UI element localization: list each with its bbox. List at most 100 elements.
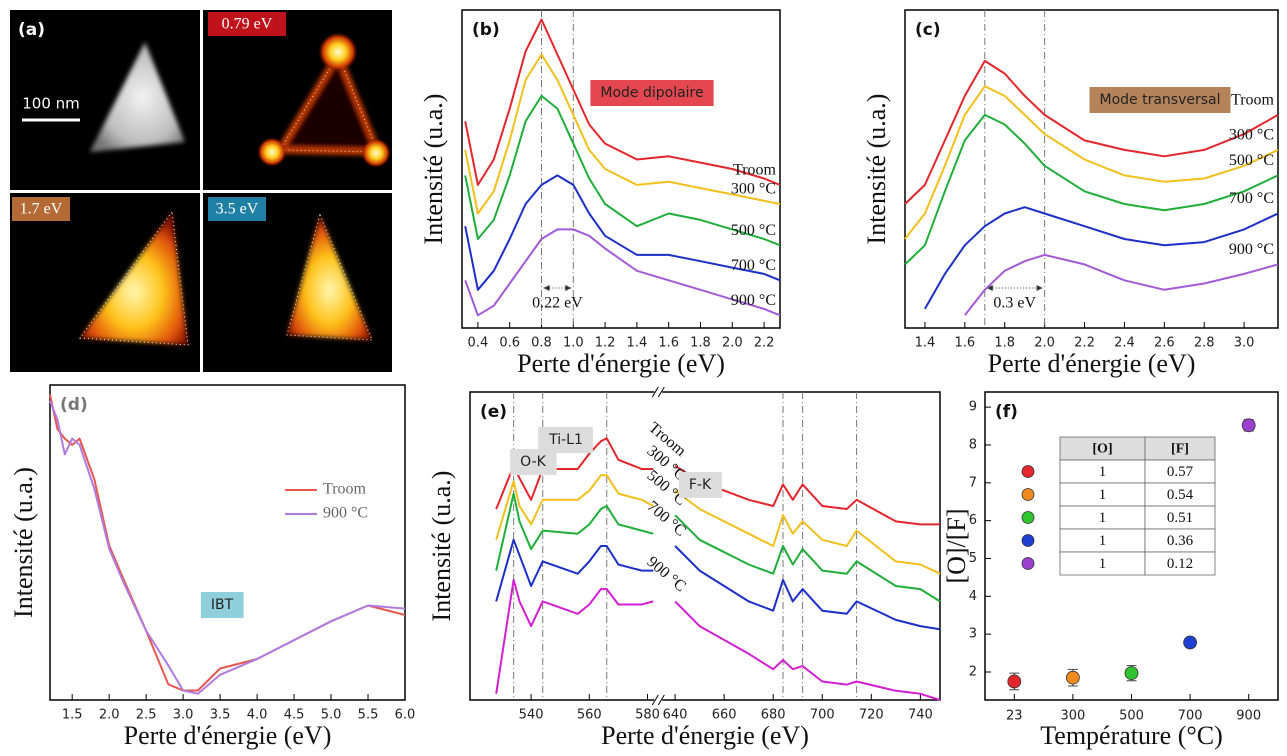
- axis-break-gap: [654, 697, 663, 703]
- plot-frame: [904, 9, 1279, 329]
- arrow-head: [986, 285, 1043, 291]
- axis-break: [651, 694, 665, 706]
- x-tick-label: 680: [761, 708, 786, 723]
- x-tick-label: 2.4: [1114, 336, 1135, 351]
- x-tick-label: 2.2: [1074, 336, 1095, 351]
- table-bullet: [1021, 511, 1035, 524]
- series-label: 900 °C: [1229, 241, 1274, 258]
- x-tick-label: 900: [1236, 709, 1261, 724]
- badge-label: IBT: [211, 597, 234, 613]
- x-tick-label: 3.0: [173, 708, 194, 723]
- x-tick-label: 500: [1119, 709, 1144, 724]
- label-box: [12, 197, 70, 221]
- table-bullet: [1021, 488, 1035, 501]
- x-tick-label: 0.4: [468, 336, 489, 351]
- x-tick-label: 2.0: [1034, 336, 1055, 351]
- spectrum-line: [49, 400, 406, 695]
- energy-label: 3.5 eV: [216, 201, 259, 218]
- y-tick-label: 8: [969, 437, 977, 452]
- spectrum-line: [464, 18, 781, 186]
- series-label: 900 °C: [731, 292, 776, 309]
- x-tick-label: 1.5: [62, 708, 83, 723]
- badge-label: F-K: [689, 477, 712, 493]
- table-bullet: [1021, 557, 1035, 570]
- y-tick-label: 7: [969, 475, 977, 490]
- energy-label: 0.79 eV: [222, 16, 273, 33]
- x-tick-label: 5.5: [358, 708, 379, 723]
- surface-map: [287, 215, 372, 340]
- series-label: Troom: [733, 162, 777, 179]
- table-header: [O]: [1092, 442, 1112, 457]
- outline: [279, 53, 379, 153]
- y-tick-label: 2: [969, 665, 977, 680]
- badge-label: Ti-L1: [548, 432, 583, 448]
- x-tick-label: 700: [1178, 709, 1203, 724]
- x-tick-label: 1.6: [658, 336, 679, 351]
- x-tick-label: 0.6: [499, 336, 520, 351]
- badge-label: Mode dipolaire: [600, 85, 703, 101]
- x-tick-label: 1.0: [563, 336, 584, 351]
- table-value: 0.54: [1167, 487, 1194, 503]
- surface-map: [80, 212, 188, 345]
- x-tick-label: 6.0: [395, 708, 416, 723]
- span-label: 0.22 eV: [532, 295, 583, 312]
- point: [1241, 418, 1256, 433]
- x-tick-label: 23: [1006, 709, 1023, 724]
- y-axis-title: Intensité (u.a.): [427, 471, 456, 622]
- x-tick-label: 640: [663, 708, 688, 723]
- x-tick-label: 580: [635, 708, 660, 723]
- table-value: 1: [1099, 487, 1107, 503]
- point: [1066, 670, 1080, 685]
- table-value: 0.51: [1167, 510, 1193, 526]
- panel-label: (f): [995, 402, 1018, 422]
- spectrum-line: [464, 94, 781, 247]
- x-tick-label: 1.4: [915, 336, 936, 351]
- x-tick-label: 3.0: [1234, 336, 1255, 351]
- panel-a: 100 nm (a) 0.79 eV 1.7 eV 3.5 eV: [10, 10, 392, 372]
- legend-label: 900 °C: [323, 505, 368, 522]
- axis-break-gap: [654, 389, 663, 395]
- series-label: 900 °C: [644, 553, 689, 595]
- badge: [678, 472, 722, 498]
- label-box: [208, 197, 266, 221]
- x-tick-label: 3.5: [210, 708, 231, 723]
- plot-frame: [49, 384, 406, 701]
- spectrum-line: [495, 474, 941, 575]
- x-axis-title: Perte d'énergie (eV): [124, 721, 332, 750]
- spectrum-line: [495, 578, 941, 701]
- point: [1007, 674, 1022, 689]
- spectrum-line: [464, 228, 781, 317]
- series-label: 500 °C: [1229, 152, 1274, 169]
- spectrum-line: [904, 113, 1279, 266]
- hot-spot: [318, 32, 358, 72]
- table-value: 1: [1099, 464, 1107, 480]
- x-tick-label: 700: [810, 708, 835, 723]
- y-tick-label: 4: [969, 589, 977, 604]
- image: [10, 10, 200, 190]
- spectrum-line: [924, 206, 1279, 310]
- table-value: 0.57: [1167, 464, 1194, 480]
- x-tick-label: 1.6: [954, 336, 975, 351]
- x-tick-label: 2.0: [722, 336, 743, 351]
- panel-label: (d): [60, 395, 88, 415]
- y-axis-title: Intensité (u.a.): [419, 94, 448, 245]
- y-axis-title: [O]/[F]: [942, 508, 971, 583]
- scale-label: 100 nm: [22, 95, 80, 113]
- spectrum-line: [495, 492, 941, 603]
- x-tick-label: 0.8: [531, 336, 552, 351]
- y-axis-title: Intensité (u.a.): [862, 94, 891, 245]
- badge-label: O-K: [520, 454, 546, 470]
- table-value: 1: [1099, 533, 1107, 549]
- badge: [590, 80, 714, 106]
- table-value: 1: [1099, 556, 1107, 572]
- point: [1124, 666, 1139, 681]
- x-tick-label: 720: [859, 708, 884, 723]
- series-label: 300 °C: [731, 181, 776, 198]
- panel-label: (a): [18, 20, 45, 40]
- x-tick-label: 1.8: [690, 336, 711, 351]
- axis-break: [651, 386, 665, 398]
- x-axis-title: Température (°C): [1040, 721, 1223, 750]
- point: [1183, 635, 1197, 650]
- series-label: Troom: [1231, 92, 1275, 109]
- x-tick-label: 560: [577, 708, 602, 723]
